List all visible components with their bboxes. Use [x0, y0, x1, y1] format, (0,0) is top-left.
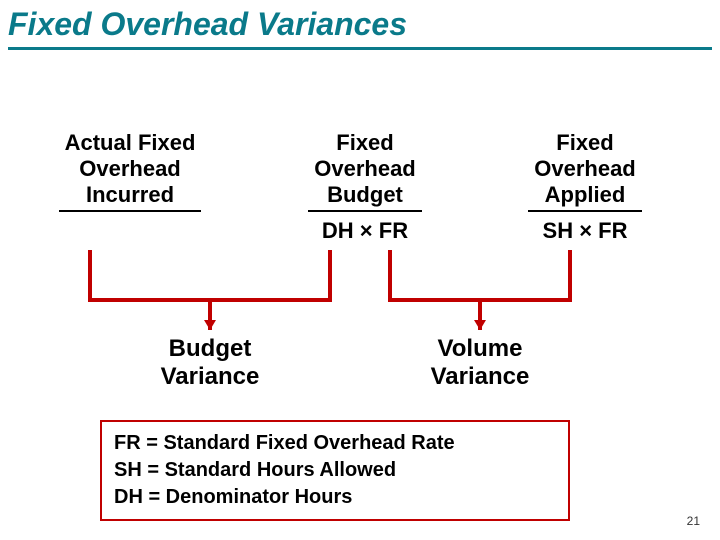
column-fixed-overhead-budget: Fixed Overhead Budget DH × FR	[300, 130, 430, 244]
slide-title-text: Fixed Overhead Variances	[8, 6, 407, 42]
bracket-budget-variance	[90, 250, 330, 340]
label-volume-variance: Volume Variance	[405, 335, 555, 391]
label-budget-variance: Budget Variance	[135, 335, 285, 391]
column-header-block: Fixed Overhead Applied	[528, 130, 642, 212]
column-actual-fixed-overhead-incurred: Actual Fixed Overhead Incurred	[50, 130, 210, 218]
legend-box: FR = Standard Fixed Overhead Rate SH = S…	[100, 420, 570, 521]
column-formula: DH × FR	[300, 218, 430, 244]
slide-title: Fixed Overhead Variances	[8, 6, 712, 50]
legend-line: FR = Standard Fixed Overhead Rate	[114, 430, 556, 457]
legend-line: DH = Denominator Hours	[114, 484, 556, 511]
column-header-block: Actual Fixed Overhead Incurred	[59, 130, 202, 212]
column-formula: SH × FR	[520, 218, 650, 244]
column-fixed-overhead-applied: Fixed Overhead Applied SH × FR	[520, 130, 650, 244]
legend-line: SH = Standard Hours Allowed	[114, 457, 556, 484]
bracket-volume-variance	[390, 250, 570, 340]
page-number: 21	[687, 514, 700, 528]
column-header-block: Fixed Overhead Budget	[308, 130, 422, 212]
